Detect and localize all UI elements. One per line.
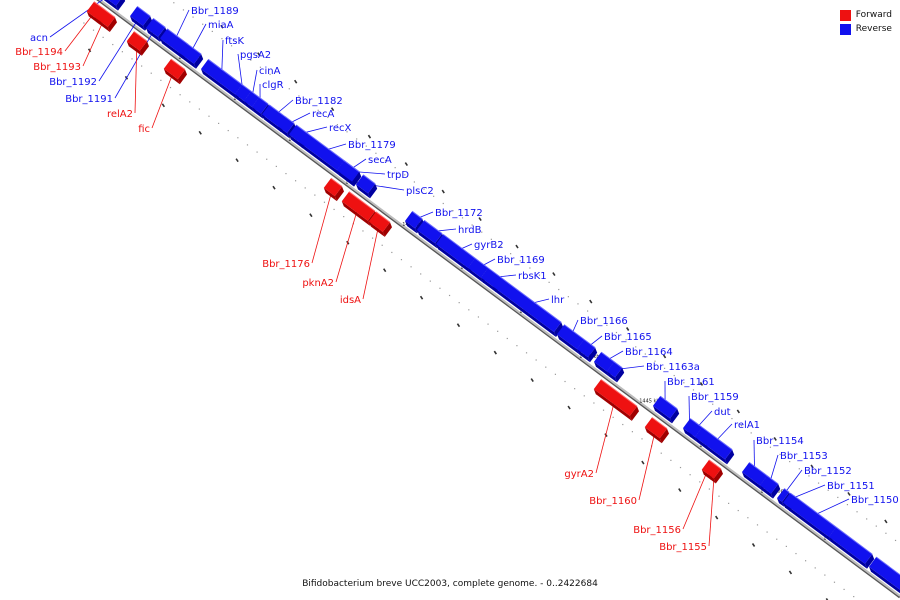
gene-label-Bbr_1153: Bbr_1153 xyxy=(780,451,828,462)
gene-block-Bbr_1176 xyxy=(323,177,344,202)
legend-item-reverse: Reverse xyxy=(839,22,892,36)
gene-label-Bbr_1156: Bbr_1156 xyxy=(633,525,681,536)
leader-fic xyxy=(151,68,175,129)
gene-label-Bbr_1150: Bbr_1150 xyxy=(851,495,899,506)
gene-label-Bbr_1161: Bbr_1161 xyxy=(667,377,715,388)
gene-label-recA: recA xyxy=(312,109,335,120)
genome-axis xyxy=(96,0,900,599)
gene-label-Bbr_1163a: Bbr_1163a xyxy=(646,362,700,373)
gene-label-rbsK1: rbsK1 xyxy=(518,271,547,282)
gene-label-Bbr_1155: Bbr_1155 xyxy=(659,542,707,553)
gene-label-cinA: cinA xyxy=(259,66,281,77)
gene-label-Bbr_1193: Bbr_1193 xyxy=(33,62,81,73)
axis-shadow xyxy=(96,0,900,599)
gene-label-Bbr_1151: Bbr_1151 xyxy=(827,481,875,492)
gene-block-unlabeled-2 xyxy=(869,556,900,594)
gene-label-lhr: lhr xyxy=(551,295,565,306)
leader-idsA xyxy=(362,221,380,300)
gene-block-trpD xyxy=(337,160,362,187)
gene-label-relA1: relA1 xyxy=(734,420,760,431)
leader-Bbr_1176 xyxy=(311,187,334,264)
gene-label-secA: secA xyxy=(368,155,392,166)
gene-label-pgsA2: pgsA2 xyxy=(240,50,271,61)
gene-label-Bbr_1176: Bbr_1176 xyxy=(262,259,310,270)
gene-label-Bbr_1172: Bbr_1172 xyxy=(435,208,483,219)
gene-label-gyrA2: gyrA2 xyxy=(564,469,594,480)
reverse-swatch xyxy=(839,23,851,35)
gene-block-lhr xyxy=(493,276,564,337)
leader-Bbr_1156 xyxy=(682,467,710,530)
gene-label-pknA2: pknA2 xyxy=(302,278,334,289)
gene-label-acn: acn xyxy=(30,33,48,44)
gene-blocks xyxy=(86,0,900,594)
gene-block-Bbr_1191 xyxy=(146,17,168,42)
gene-block-relA2 xyxy=(126,31,149,56)
gene-label-plsC2: plsC2 xyxy=(406,186,434,197)
gene-block-Bbr_1161 xyxy=(653,395,680,424)
gene-block-Bbr_1160 xyxy=(644,417,669,444)
gene-label-Bbr_1191: Bbr_1191 xyxy=(65,94,113,105)
gene-label-Bbr_1179: Bbr_1179 xyxy=(348,140,396,151)
leader-Bbr_1191 xyxy=(114,27,156,99)
gene-label-ftsK: ftsK xyxy=(225,36,244,47)
leader-pknA2 xyxy=(335,206,359,283)
label-leaders xyxy=(49,0,850,547)
gene-label-recX: recX xyxy=(329,123,352,134)
gene-label-dut: dut xyxy=(714,407,731,418)
gene-label-Bbr_1165: Bbr_1165 xyxy=(604,332,652,343)
gene-block-Bbr_1165 xyxy=(577,339,598,363)
gene-label-idsA: idsA xyxy=(340,295,361,306)
gene-label-Bbr_1160: Bbr_1160 xyxy=(589,496,637,507)
gene-label-Bbr_1164: Bbr_1164 xyxy=(625,347,673,358)
leader-relA2 xyxy=(134,41,138,114)
gene-label-gyrB2: gyrB2 xyxy=(474,240,504,251)
gene-label-Bbr_1154: Bbr_1154 xyxy=(756,436,804,447)
leader-Bbr_1155 xyxy=(708,471,715,547)
gene-label-Bbr_1169: Bbr_1169 xyxy=(497,255,545,266)
gene-block-Bbr_1163a xyxy=(607,361,625,383)
leader-acn xyxy=(49,0,103,38)
gene-label-Bbr_1192: Bbr_1192 xyxy=(49,77,97,88)
background-dots xyxy=(83,2,897,600)
gene-block-Bbr_1192 xyxy=(130,5,153,31)
gene-labels: acn Bbr_1194 Bbr_1193 Bbr_1192 Bbr_1191 relA2… xyxy=(15,6,899,553)
leader-Bbr_1192 xyxy=(98,15,141,82)
legend-label-forward: Forward xyxy=(855,10,892,20)
gene-block-gyrA2 xyxy=(593,379,639,421)
gene-block-idsA xyxy=(368,211,392,237)
gene-label-Bbr_1159: Bbr_1159 xyxy=(691,392,739,403)
gene-label-fic: fic xyxy=(138,124,150,135)
legend-item-forward: Forward xyxy=(839,8,892,22)
gene-label-Bbr_1152: Bbr_1152 xyxy=(804,466,852,477)
genome-caption: Bifidobacterium breve UCC2003, complete … xyxy=(302,579,598,589)
tick-label: 1445 kbp xyxy=(639,398,663,404)
forward-swatch xyxy=(839,9,851,21)
gene-label-hrdB: hrdB xyxy=(458,225,482,236)
gene-label-Bbr_1182: Bbr_1182 xyxy=(295,96,343,107)
gene-label-Bbr_1166: Bbr_1166 xyxy=(580,316,628,327)
legend-label-reverse: Reverse xyxy=(855,24,892,34)
legend: Forward Reverse xyxy=(839,8,892,36)
gene-block-Bbr_1153 xyxy=(760,475,781,499)
gene-block-relA1 xyxy=(695,426,735,465)
gene-label-relA2: relA2 xyxy=(107,109,133,120)
gene-block-Bbr_1193 xyxy=(94,7,117,32)
axis-line xyxy=(98,0,900,597)
gene-label-Bbr_1189: Bbr_1189 xyxy=(191,6,239,17)
gene-label-Bbr_1194: Bbr_1194 xyxy=(15,47,63,58)
gene-block-fic xyxy=(163,58,187,85)
leader-gyrA2 xyxy=(595,397,616,474)
gene-label-miaA: miaA xyxy=(208,20,234,31)
leader-Bbr_1160 xyxy=(638,427,657,501)
gene-block-acn xyxy=(103,0,126,11)
gene-block-miaA xyxy=(179,42,204,69)
gene-block-Bbr_1155 xyxy=(707,463,723,484)
gene-label-trpD: trpD xyxy=(387,170,409,181)
gene-block-unlabeled-1 xyxy=(829,526,875,569)
gene-block-plsC2 xyxy=(356,174,378,199)
gene-label-clgR: clgR xyxy=(262,80,284,91)
